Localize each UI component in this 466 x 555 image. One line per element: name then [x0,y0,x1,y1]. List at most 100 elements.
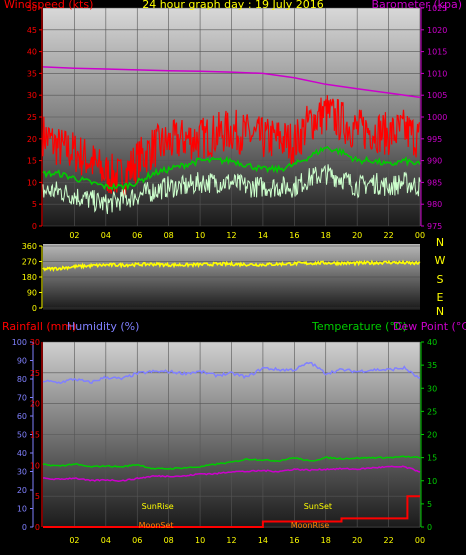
rainfall-legend: Rainfall (mm) [2,320,76,333]
windspeed-tick-label: 5 [32,200,37,209]
wind-pressure-panel: 0510152025303540455097598098599099510001… [4,0,462,240]
wind-pressure-axes: 0510152025303540455097598098599099510001… [27,4,448,240]
barometer-tick-label: 1010 [427,69,447,78]
average-line [42,145,421,191]
x-tick-label: 00 [415,231,425,240]
x-tick-label: 18 [321,231,331,240]
humidity-tick-label: 30 [17,468,27,477]
temperature-tick-label: 40 [427,338,437,347]
windspeed-tick-label: 30 [27,91,37,100]
wind-pressure-grid [43,7,421,227]
x-tick-label: 02 [69,231,79,240]
x-tick-label: 08 [164,231,174,240]
x-tick-label: 22 [383,231,393,240]
barometer-tick-label: 990 [427,157,442,166]
x-tick-label: 08 [164,536,174,545]
x-tick-label: 04 [101,536,111,545]
windspeed-tick-label: 20 [27,135,37,144]
x-tick-label: 06 [132,231,142,240]
rainfall-tick-label: 15 [30,431,40,440]
humidity-tick-label: 60 [17,412,27,421]
compass-label: S [437,273,444,286]
rainfall-tick-label: 5 [35,492,40,501]
dewpoint-legend: Dew Point (°C) [393,320,466,333]
x-tick-label: 12 [226,231,236,240]
windspeed-tick-label: 50 [27,4,37,13]
compass-label: E [437,291,444,304]
humidity-tick-label: 10 [17,505,27,514]
wind-direction-trace [42,259,421,272]
x-tick-label: 12 [226,536,236,545]
humidity-legend: Humidity (%) [67,320,139,333]
windspeed-tick-label: 40 [27,48,37,57]
humidity-tick-label: 50 [17,431,27,440]
barometer-line [42,66,421,99]
temperature-tick-label: 15 [427,454,437,463]
x-tick-label: 04 [101,231,111,240]
barometer-tick-label: 1025 [427,4,447,13]
temperature-tick-label: 0 [427,523,432,532]
sunset-marker: SunSet [304,502,332,511]
x-tick-label: 10 [195,231,205,240]
humidity-tick-label: 40 [17,449,27,458]
direction-tick-label: 90 [27,289,37,298]
barometer-tick-label: 980 [427,200,442,209]
windspeed-tick-label: 35 [27,69,37,78]
humidity-tick-label: 20 [17,486,27,495]
compass-label: N [436,305,444,318]
temperature-tick-label: 30 [427,384,437,393]
rainfall-line [43,495,420,528]
windspeed-tick-label: 10 [27,178,37,187]
moonset-marker: MoonSet [139,521,174,530]
windspeed-tick-label: 45 [27,26,37,35]
rain-humidity-temp-series [42,361,421,528]
windspeed-tick-label: 25 [27,113,37,122]
barometer-tick-label: 1015 [427,48,447,57]
barometer-tick-label: 1020 [427,26,447,35]
x-tick-label: 00 [415,536,425,545]
humidity-tick-label: 70 [17,394,27,403]
windspeed-tick-label: 15 [27,157,37,166]
moonrise-marker: MoonRise [291,521,330,530]
temperature-tick-label: 5 [427,500,432,509]
temperature-tick-label: 25 [427,407,437,416]
barometer-tick-label: 1000 [427,113,447,122]
humidity-tick-label: 0 [22,523,27,532]
direction-tick-label: 180 [22,273,37,282]
humidity-line [42,361,421,385]
x-tick-label: 06 [132,536,142,545]
windspeed-tick-label: 0 [32,222,37,231]
temperature-tick-label: 35 [427,361,437,370]
rainfall-tick-label: 20 [30,400,40,409]
barometer-axis-label: Barometer (kpa) [371,0,462,11]
x-tick-label: 16 [289,231,299,240]
speed-line [42,164,421,215]
gust-line [42,95,421,198]
barometer-tick-label: 995 [427,135,442,144]
x-tick-label: 20 [352,231,362,240]
x-tick-label: 18 [321,536,331,545]
rainfall-tick-label: 0 [35,523,40,532]
direction-tick-label: 270 [22,258,37,267]
barometer-tick-label: 1005 [427,91,447,100]
x-tick-label: 16 [289,536,299,545]
windspeed-axis-label: Windspeed (kts) [4,0,93,11]
wind-direction-series [42,259,421,272]
temperature-tick-label: 20 [427,431,437,440]
humidity-tick-label: 80 [17,375,27,384]
x-tick-label: 10 [195,536,205,545]
sun-moon-events: SunRise SunSet MoonSet MoonRise [139,502,332,530]
rainfall-tick-label: 30 [30,338,40,347]
rainfall-tick-label: 10 [30,461,40,470]
rainfall-tick-label: 25 [30,369,40,378]
barometer-tick-label: 975 [427,222,442,231]
chart-title: 24 hour graph day : 19 July 2016 [142,0,324,11]
dewpoint-line [42,465,421,482]
x-tick-label: 14 [258,536,268,545]
humidity-tick-label: 100 [12,338,27,347]
sunrise-marker: SunRise [142,502,174,511]
